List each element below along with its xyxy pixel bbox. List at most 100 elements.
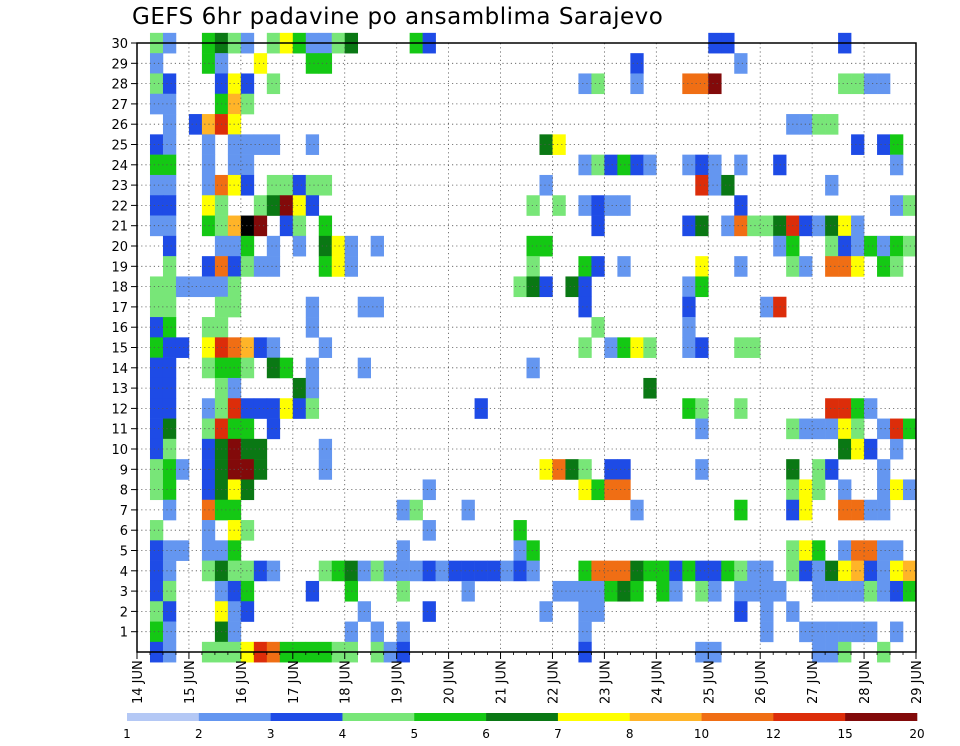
heatmap-cell — [890, 580, 904, 602]
heatmap-cell — [617, 580, 631, 602]
heatmap-cell — [812, 418, 826, 440]
x-tick-label: 28 JUN — [858, 660, 873, 704]
heatmap-cell — [760, 621, 774, 643]
legend-swatch — [557, 713, 631, 721]
heatmap-cell — [162, 296, 177, 318]
heatmap-cell — [396, 560, 410, 582]
heatmap-cell — [825, 580, 839, 602]
heatmap-cell — [591, 215, 605, 237]
heatmap-cell — [734, 560, 748, 582]
heatmap-cell — [305, 317, 320, 338]
heatmap-cell — [591, 601, 605, 622]
heatmap-cell — [305, 377, 320, 399]
heatmap-cell — [617, 479, 631, 501]
heatmap-cell — [825, 235, 839, 257]
heatmap-cell — [266, 418, 281, 440]
heatmap-cell — [266, 134, 281, 155]
heatmap-cell — [604, 195, 618, 216]
y-tick-label: 1 — [120, 626, 128, 641]
y-tick-label: 13 — [111, 382, 128, 397]
heatmap-cell — [162, 398, 177, 419]
heatmap-cell — [149, 134, 164, 155]
y-tick-label: 24 — [111, 159, 128, 174]
heatmap-cell — [409, 499, 423, 521]
heatmap-cell — [331, 560, 346, 582]
heatmap-cell — [162, 377, 177, 399]
heatmap-cell — [812, 580, 826, 602]
heatmap-cell — [175, 540, 190, 561]
heatmap-cell — [149, 276, 164, 298]
heatmap-cell — [838, 621, 852, 643]
heatmap-cell — [461, 560, 475, 582]
heatmap-cell — [669, 580, 683, 602]
heatmap-cell — [175, 337, 190, 358]
heatmap-cell — [825, 114, 839, 135]
y-tick-label: 7 — [120, 504, 128, 519]
heatmap-cell — [526, 256, 540, 277]
x-axis: 14 JUN 15 JUN 16 JUN 17 JUN 18 JUN 19 JUN 20 J… — [131, 652, 925, 704]
heatmap-cell — [851, 134, 865, 155]
heatmap-cell — [851, 418, 865, 440]
heatmap-cell — [149, 398, 164, 419]
heatmap-cell — [890, 154, 904, 176]
heatmap-cell — [383, 560, 397, 582]
heatmap-cell — [188, 276, 203, 298]
heatmap-cell — [578, 621, 592, 643]
heatmap-cell — [149, 93, 164, 115]
heatmap-cell — [318, 215, 333, 237]
legend-label: 6 — [482, 727, 490, 741]
heatmap-cell — [604, 479, 618, 501]
legend-swatch — [270, 713, 343, 721]
heatmap-cell — [903, 195, 917, 216]
heatmap-cell — [734, 215, 748, 237]
heatmap-cell — [396, 499, 410, 521]
heatmap-cell — [318, 438, 333, 460]
heatmap-cell — [149, 418, 164, 440]
heatmap-cell — [526, 540, 540, 561]
heatmap-cell — [279, 174, 294, 196]
heatmap-cell — [851, 560, 865, 582]
heatmap-cell — [695, 459, 709, 480]
heatmap-cell — [162, 215, 177, 237]
y-tick-label: 18 — [111, 281, 128, 296]
heatmap-cell — [565, 580, 579, 602]
heatmap-cell — [825, 459, 839, 480]
heatmap-cell — [838, 438, 852, 460]
heatmap-cell — [877, 256, 891, 277]
heatmap-cell — [149, 520, 164, 541]
heatmap-cell — [669, 560, 683, 582]
heatmap-cell — [149, 73, 164, 95]
heatmap-cell — [903, 418, 917, 440]
heatmap-cell — [292, 377, 307, 399]
heatmap-cell — [604, 154, 618, 176]
y-tick-label: 22 — [111, 199, 128, 214]
x-tick-label: 29 JUN — [910, 660, 925, 704]
heatmap-cell — [149, 560, 164, 582]
heatmap-cell — [162, 621, 177, 643]
heatmap-cell — [734, 398, 748, 419]
heatmap-cell — [162, 114, 177, 135]
heatmap-cell — [162, 134, 177, 155]
y-tick-label: 19 — [111, 260, 128, 275]
heatmap-cell — [708, 174, 722, 196]
heatmap-cell — [695, 215, 709, 237]
heatmap-cell — [734, 601, 748, 622]
y-tick-label: 10 — [111, 443, 128, 458]
heatmap-cell — [851, 499, 865, 521]
legend-swatch — [414, 713, 487, 721]
heatmap-cell — [812, 215, 826, 237]
heatmap-cell — [812, 560, 826, 582]
heatmap-cell — [240, 235, 255, 257]
heatmap-cell — [682, 215, 696, 237]
heatmap-cell — [526, 276, 540, 298]
heatmap-cell — [162, 438, 177, 460]
heatmap-cell — [149, 215, 164, 237]
heatmap-cell — [162, 93, 177, 115]
heatmap-cell — [851, 438, 865, 460]
grid-layer — [137, 43, 916, 652]
heatmap-cell — [591, 256, 605, 277]
heatmap-cell — [552, 195, 566, 216]
y-axis: 1234567891011121314151617181920212223242… — [111, 37, 137, 641]
heatmap-cell — [162, 235, 177, 257]
heatmap-cell — [864, 560, 878, 582]
